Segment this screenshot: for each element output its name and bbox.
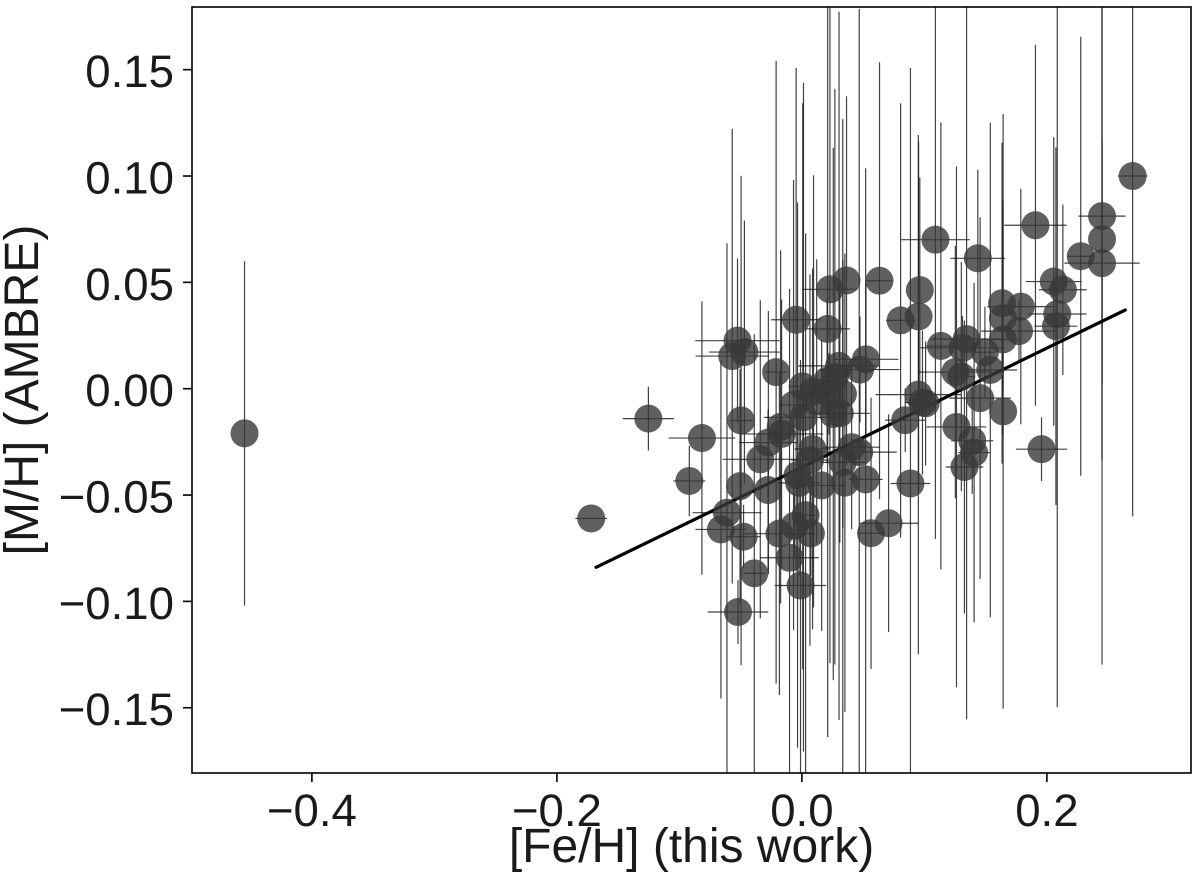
svg-text:0.05: 0.05 — [85, 259, 174, 310]
svg-text:0.15: 0.15 — [85, 46, 174, 97]
svg-text:−0.10: −0.10 — [59, 578, 174, 629]
svg-text:0.10: 0.10 — [85, 153, 174, 204]
svg-text:−0.15: −0.15 — [59, 684, 174, 735]
svg-text:0.2: 0.2 — [1015, 785, 1078, 836]
svg-text:−0.4: −0.4 — [267, 785, 357, 836]
svg-text:[Fe/H] (this work): [Fe/H] (this work) — [509, 820, 874, 873]
svg-text:−0.05: −0.05 — [59, 472, 174, 523]
svg-text:[M/H] (AMBRE): [M/H] (AMBRE) — [0, 225, 49, 556]
svg-text:0.00: 0.00 — [85, 365, 174, 416]
